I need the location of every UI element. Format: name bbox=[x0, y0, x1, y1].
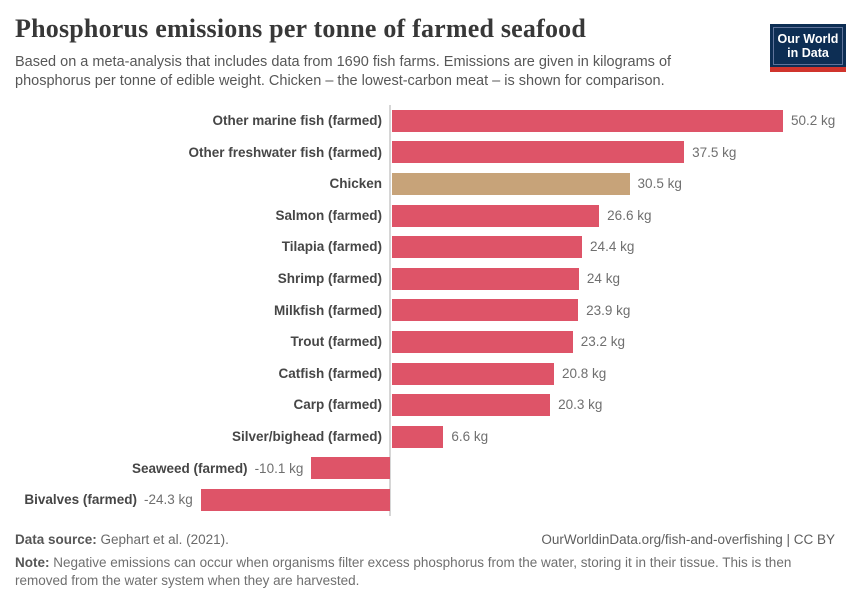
value-label: 6.6 kg bbox=[451, 429, 489, 445]
bar-row: Catfish (farmed) 20.8 kg bbox=[15, 358, 835, 390]
data-source-label: Data source: bbox=[15, 532, 97, 548]
bar-row: Other marine fish (farmed) 50.2 kg bbox=[15, 105, 835, 137]
bar-row: Silver/bighead (farmed) 6.6 kg bbox=[15, 421, 835, 453]
bar-row: Seaweed (farmed) -10.1 kg bbox=[15, 453, 835, 485]
value-label: 23.2 kg bbox=[580, 334, 625, 350]
bar-row: Salmon (farmed) 26.6 kg bbox=[15, 200, 835, 232]
owid-logo-text: Our World in Data bbox=[773, 27, 843, 65]
bar[interactable] bbox=[392, 173, 630, 196]
value-label: 24 kg bbox=[586, 271, 620, 287]
bar[interactable] bbox=[392, 267, 579, 290]
chart-note: Note: Negative emissions can occur when … bbox=[15, 554, 835, 590]
value-label: 24.4 kg bbox=[590, 239, 635, 255]
chart-page: Phosphorus emissions per tonne of farmed… bbox=[0, 14, 850, 590]
category-label: Milkfish (farmed) bbox=[273, 302, 382, 318]
category-label: Tilapia (farmed) bbox=[281, 239, 382, 255]
value-label: 20.8 kg bbox=[562, 365, 607, 381]
value-label: -10.1 kg bbox=[254, 460, 304, 476]
bar[interactable] bbox=[392, 236, 583, 259]
bar[interactable] bbox=[392, 141, 685, 164]
value-label: 26.6 kg bbox=[607, 207, 652, 223]
bar[interactable] bbox=[392, 109, 783, 132]
category-label: Carp (farmed) bbox=[293, 397, 382, 413]
data-source-value: Gephart et al. (2021). bbox=[96, 532, 229, 548]
negative-bar-labels: Seaweed (farmed) -10.1 kg bbox=[132, 453, 303, 485]
category-label: Shrimp (farmed) bbox=[277, 271, 382, 287]
category-label: Chicken bbox=[329, 176, 382, 192]
category-label: Trout (farmed) bbox=[290, 334, 382, 350]
bar[interactable] bbox=[392, 204, 600, 227]
category-label: Bivalves (farmed) bbox=[24, 492, 137, 508]
negative-bar-labels: Bivalves (farmed) -24.3 kg bbox=[24, 484, 192, 516]
category-label: Catfish (farmed) bbox=[278, 365, 382, 381]
bar[interactable] bbox=[392, 362, 554, 385]
bar-row: Other freshwater fish (farmed) 37.5 kg bbox=[15, 137, 835, 169]
bar[interactable] bbox=[392, 331, 573, 354]
owid-url-link[interactable]: OurWorldinData.org/fish-and-overfishing … bbox=[541, 532, 835, 548]
owid-logo-line1: Our World bbox=[777, 32, 839, 46]
value-label: 50.2 kg bbox=[791, 113, 836, 129]
bar[interactable] bbox=[200, 489, 390, 512]
bar-row: Tilapia (farmed) 24.4 kg bbox=[15, 231, 835, 263]
note-label: Note: bbox=[15, 555, 50, 571]
bar-row: Trout (farmed) 23.2 kg bbox=[15, 326, 835, 358]
chart-subtitle: Based on a meta-analysis that includes d… bbox=[15, 54, 672, 89]
value-label: -24.3 kg bbox=[143, 492, 193, 508]
zero-axis-line bbox=[389, 105, 391, 517]
value-label: 30.5 kg bbox=[637, 176, 682, 192]
value-label: 23.9 kg bbox=[586, 302, 631, 318]
category-label: Salmon (farmed) bbox=[275, 207, 382, 223]
note-value: Negative emissions can occur when organi… bbox=[15, 555, 792, 588]
owid-logo[interactable]: Our World in Data bbox=[770, 24, 846, 72]
value-label: 20.3 kg bbox=[558, 397, 603, 413]
chart-title: Phosphorus emissions per tonne of farmed… bbox=[15, 14, 587, 43]
bar-row: Carp (farmed) 20.3 kg bbox=[15, 389, 835, 421]
value-label: 37.5 kg bbox=[692, 144, 737, 160]
owid-logo-line2: in Data bbox=[787, 46, 829, 61]
category-label: Silver/bighead (farmed) bbox=[231, 429, 382, 445]
bar-row: Shrimp (farmed) 24 kg bbox=[15, 263, 835, 295]
owid-logo-red-bar bbox=[770, 66, 846, 72]
bar-row: Milkfish (farmed) 23.9 kg bbox=[15, 295, 835, 327]
data-source: Data source: Gephart et al. (2021). bbox=[15, 532, 229, 547]
bar[interactable] bbox=[392, 394, 551, 417]
bar-row: Chicken 30.5 kg bbox=[15, 168, 835, 200]
category-label: Seaweed (farmed) bbox=[132, 460, 248, 476]
bar[interactable] bbox=[392, 425, 444, 448]
bar-chart: Other marine fish (farmed) 50.2 kg Other f… bbox=[15, 105, 835, 517]
bar-row: Bivalves (farmed) -24.3 kg bbox=[15, 484, 835, 516]
category-label: Other marine fish (farmed) bbox=[212, 113, 382, 129]
bar[interactable] bbox=[311, 457, 390, 480]
category-label: Other freshwater fish (farmed) bbox=[188, 144, 382, 160]
chart-footer: Data source: Gephart et al. (2021). OurW… bbox=[15, 532, 835, 590]
bar[interactable] bbox=[392, 299, 579, 322]
bar-rows: Other marine fish (farmed) 50.2 kg Other f… bbox=[15, 105, 835, 516]
